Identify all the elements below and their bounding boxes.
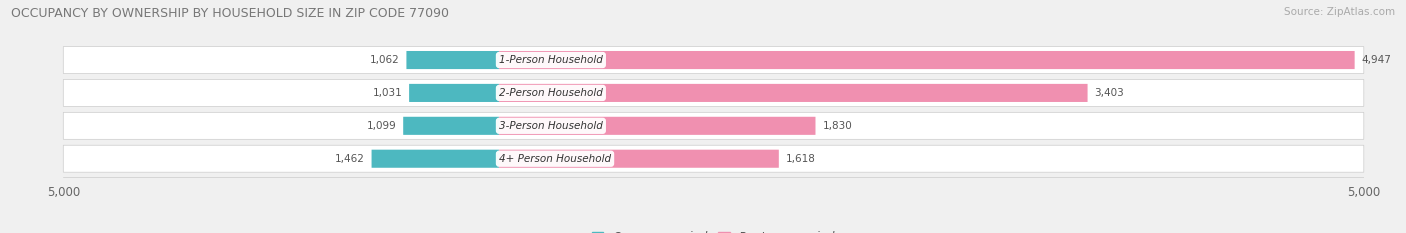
- Text: 1-Person Household: 1-Person Household: [499, 55, 603, 65]
- FancyBboxPatch shape: [499, 150, 779, 168]
- FancyBboxPatch shape: [404, 117, 499, 135]
- Text: 3,403: 3,403: [1094, 88, 1125, 98]
- Text: 1,618: 1,618: [786, 154, 815, 164]
- Text: 2-Person Household: 2-Person Household: [499, 88, 603, 98]
- Text: 1,830: 1,830: [823, 121, 852, 131]
- Text: 1,062: 1,062: [370, 55, 399, 65]
- FancyBboxPatch shape: [409, 84, 499, 102]
- Text: 3-Person Household: 3-Person Household: [499, 121, 603, 131]
- FancyBboxPatch shape: [406, 51, 499, 69]
- Text: 4+ Person Household: 4+ Person Household: [499, 154, 612, 164]
- Text: 1,031: 1,031: [373, 88, 402, 98]
- FancyBboxPatch shape: [499, 84, 1088, 102]
- Legend: Owner-occupied, Renter-occupied: Owner-occupied, Renter-occupied: [586, 226, 841, 233]
- Text: 1,462: 1,462: [335, 154, 364, 164]
- Text: 4,947: 4,947: [1361, 55, 1392, 65]
- FancyBboxPatch shape: [499, 51, 1354, 69]
- FancyBboxPatch shape: [63, 47, 1364, 74]
- Text: 1,099: 1,099: [367, 121, 396, 131]
- FancyBboxPatch shape: [371, 150, 499, 168]
- FancyBboxPatch shape: [63, 79, 1364, 106]
- FancyBboxPatch shape: [499, 117, 815, 135]
- Text: OCCUPANCY BY OWNERSHIP BY HOUSEHOLD SIZE IN ZIP CODE 77090: OCCUPANCY BY OWNERSHIP BY HOUSEHOLD SIZE…: [11, 7, 450, 20]
- FancyBboxPatch shape: [63, 145, 1364, 172]
- FancyBboxPatch shape: [63, 112, 1364, 139]
- Text: Source: ZipAtlas.com: Source: ZipAtlas.com: [1284, 7, 1395, 17]
